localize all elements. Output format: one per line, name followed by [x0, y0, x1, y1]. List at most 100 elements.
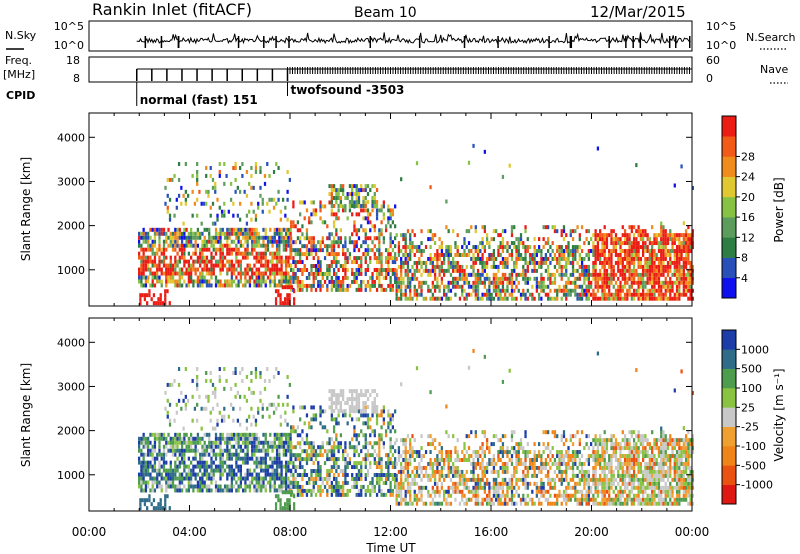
velocity-cell [295, 485, 297, 489]
power-cell [565, 281, 567, 285]
velocity-cell [214, 427, 216, 431]
power-cell [219, 244, 221, 248]
velocity-cell [265, 441, 267, 445]
velocity-cell [425, 502, 427, 506]
power-cell [389, 284, 391, 288]
power-cell [244, 236, 246, 240]
power-cell [438, 289, 440, 293]
power-cell [518, 249, 520, 253]
power-cell [374, 184, 376, 188]
power-cell [164, 289, 166, 293]
velocity-cell [219, 449, 221, 453]
velocity-cell [276, 477, 278, 481]
power-cell [434, 269, 436, 273]
power-cell [581, 273, 583, 277]
power-cell [176, 244, 178, 248]
power-cell [651, 297, 653, 301]
power-cell [201, 268, 203, 272]
velocity-cell [416, 470, 418, 474]
power-cell [276, 272, 278, 276]
power-cell [249, 276, 251, 280]
power-cell [579, 253, 581, 257]
power-cell [231, 260, 233, 264]
power-cell [319, 200, 321, 204]
power-cell [356, 188, 358, 192]
power-cell [378, 236, 380, 240]
power-cell [256, 252, 258, 256]
power-cell [434, 297, 436, 301]
velocity-cell [242, 449, 244, 453]
velocity-cell [301, 489, 303, 493]
power-cell [429, 229, 431, 233]
velocity-cell [145, 437, 147, 441]
power-cell [667, 269, 669, 273]
power-cell [617, 257, 619, 261]
power-cell [147, 256, 149, 260]
power-cell [196, 214, 198, 218]
velocity-cell [371, 389, 373, 393]
velocity-cell [271, 477, 273, 481]
power-cell [156, 272, 158, 276]
velocity-cell [295, 469, 297, 473]
power-cell [601, 285, 603, 289]
velocity-cell [145, 461, 147, 465]
power-cell [665, 245, 667, 249]
velocity-cell [185, 445, 187, 449]
power-cell [176, 283, 178, 287]
velocity-cell [322, 445, 324, 449]
power-cell [472, 261, 474, 265]
power-cell [192, 236, 194, 240]
power-cell [145, 276, 147, 280]
power-cell [448, 297, 450, 301]
velocity-cell [170, 437, 172, 441]
velocity-cell [310, 445, 312, 449]
power-cell [509, 281, 511, 285]
power-cell [547, 285, 549, 289]
velocity-cell [190, 469, 192, 473]
power-cell [365, 260, 367, 264]
power-cell [678, 241, 680, 245]
power-cell [459, 285, 461, 289]
velocity-cell [400, 502, 402, 506]
power-cell [619, 289, 621, 293]
power-cell [554, 277, 556, 281]
velocity-cell [149, 473, 151, 477]
power-cell [683, 233, 685, 237]
power-y-tick-label: 2000 [57, 220, 85, 233]
power-cell [217, 236, 219, 240]
power-cell [615, 273, 617, 277]
velocity-cell [219, 473, 221, 477]
velocity-cell [409, 498, 411, 502]
velocity-cell [262, 477, 264, 481]
power-cell [188, 283, 190, 287]
power-cell [509, 245, 511, 249]
power-cell [554, 257, 556, 261]
power-cell [299, 268, 301, 272]
power-cell [169, 301, 171, 305]
power-cell [140, 232, 142, 236]
power-cell [662, 229, 664, 233]
velocity-cell [152, 449, 154, 453]
velocity-cell [253, 441, 255, 445]
velocity-cell [262, 433, 264, 437]
power-cell [356, 240, 358, 244]
velocity-cell [335, 405, 337, 409]
velocity-cell [206, 453, 208, 457]
velocity-cell [219, 485, 221, 489]
power-cell [228, 283, 230, 287]
velocity-cell [165, 445, 167, 449]
power-cell [226, 240, 228, 244]
power-cell [206, 260, 208, 264]
power-cell [687, 261, 689, 265]
power-cell [190, 268, 192, 272]
power-cell [304, 284, 306, 288]
power-cell [310, 200, 312, 204]
colorbar-tick-label: 12 [741, 231, 755, 244]
velocity-cell [226, 441, 228, 445]
power-cell [432, 297, 434, 301]
power-cell [371, 276, 373, 280]
velocity-cell [195, 465, 197, 469]
velocity-cell [138, 445, 140, 449]
power-cell [269, 228, 271, 232]
power-cell [633, 265, 635, 269]
